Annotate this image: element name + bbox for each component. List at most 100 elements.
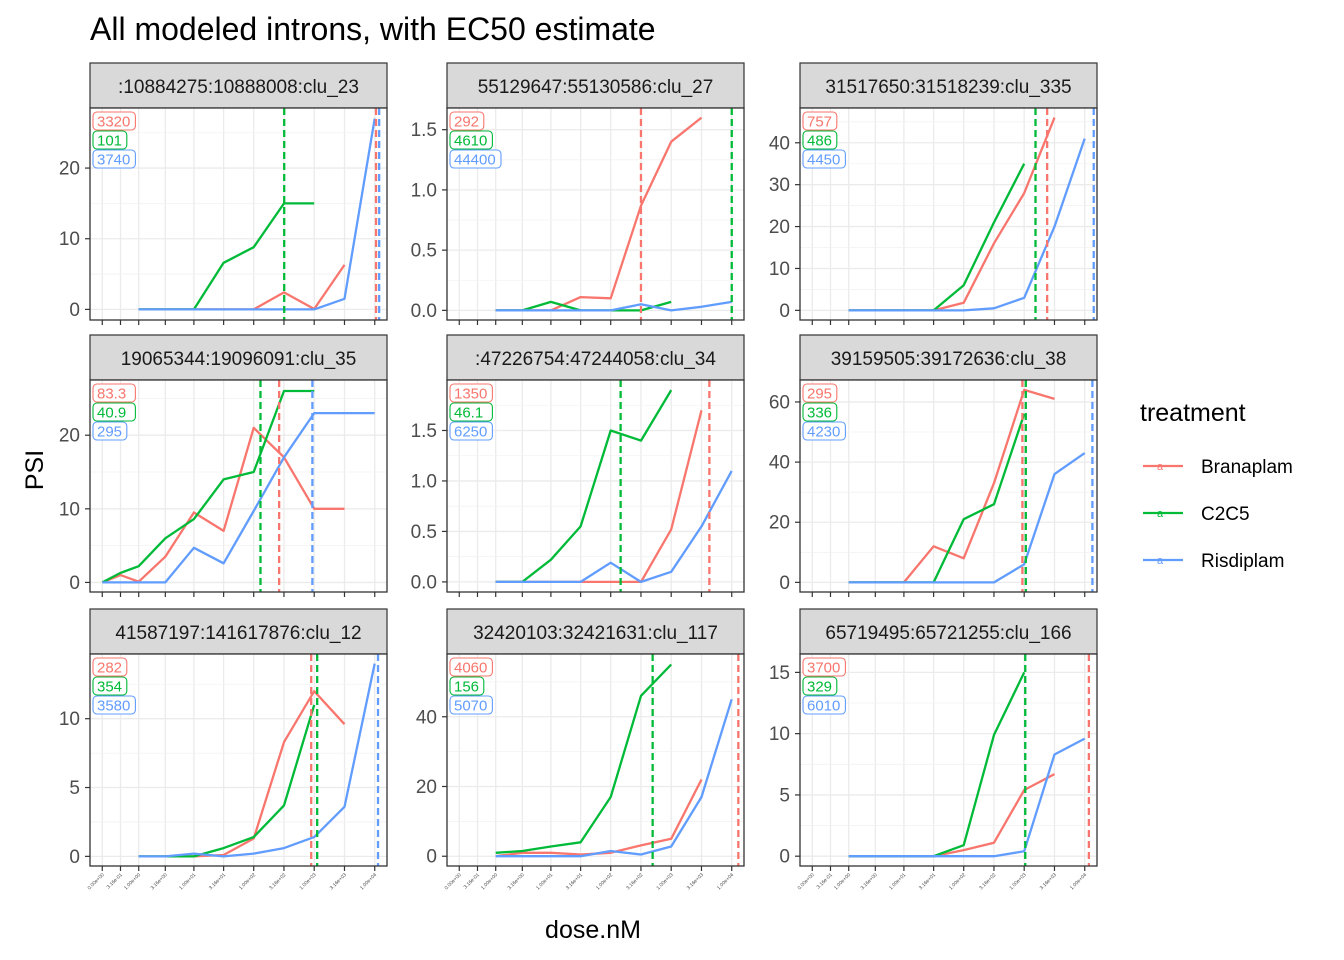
legend-key-glyph: a (1157, 508, 1164, 520)
series-group (495, 108, 733, 320)
plot-background (447, 108, 744, 320)
x-tick-label: 1.00e+01 (888, 872, 907, 891)
facet-strip-label: 32420103:32421631:clu_117 (473, 623, 718, 644)
y-tick-label: 40 (769, 453, 790, 474)
plot-background (90, 654, 387, 866)
x-tick-label: 1.00e+00 (833, 872, 852, 891)
x-tick-label: 3.16e+01 (918, 872, 937, 891)
panel-border (89, 379, 388, 593)
ec50-label-box (92, 695, 136, 715)
x-tick-label: 1.00e+04 (359, 872, 378, 891)
series-group (495, 380, 733, 592)
ec50-label-branaplam: 292 (454, 114, 479, 131)
ec50-label-c2c5: 46.1 (454, 405, 483, 422)
plot-background (90, 380, 387, 592)
legend-key-glyph: a (1157, 555, 1164, 567)
ec50-label-c2c5: 336 (807, 405, 832, 422)
ec50-label-box (802, 383, 838, 403)
ec50-label-branaplam: 295 (807, 386, 832, 403)
series-line-risdiplam (495, 300, 732, 312)
ec50-label-branaplam: 282 (97, 660, 122, 677)
ec50-label-risdiplam: 3740 (97, 152, 130, 169)
ec50-label-c2c5: 354 (97, 679, 122, 696)
facet-strip-label: 55129647:55130586:clu_27 (478, 77, 714, 98)
x-tick-label: 3.16e+01 (565, 872, 584, 891)
x-tick-label: 3.16e-01 (816, 872, 834, 890)
facet-panel: :47226754:47244058:clu_34 1350 46.1 6250 0.0… (411, 334, 745, 597)
ec50-label-box (449, 676, 485, 696)
y-tick-label: 0 (69, 573, 80, 594)
panel-border (799, 379, 1098, 593)
legend: treatment a Branaplam a C2C5 a Risdiplam (1140, 399, 1293, 572)
series-group (138, 654, 380, 866)
y-tick-label: 1.5 (411, 421, 437, 442)
panel-border (446, 107, 745, 321)
y-tick-label: 0 (779, 847, 790, 868)
x-tick-label: 1.00e+03 (299, 872, 318, 891)
ec50-label-box (449, 111, 485, 131)
ec50-label-box (802, 657, 846, 677)
x-tick-label: 3.16e+02 (268, 872, 287, 891)
y-tick-label: 10 (769, 724, 790, 745)
facet-panel: 39159505:39172636:clu_38 295 336 4230 0 20 40 6… (769, 334, 1098, 597)
y-tick-label: 10 (59, 499, 80, 520)
series-line-risdiplam (102, 411, 375, 584)
x-tick-label: 3.16e+00 (150, 872, 169, 891)
x-tick-label: 3.16e+02 (625, 872, 644, 891)
ec50-label-box (449, 695, 493, 715)
ec50-label-box (92, 383, 136, 403)
series-line-risdiplam (848, 452, 1086, 584)
y-tick-label: 5 (69, 778, 80, 799)
facet-panel: 65719495:65721255:clu_166 3700 329 6010 0 5 10… (769, 608, 1098, 891)
ec50-label-risdiplam: 295 (97, 424, 122, 441)
ec50-label-box (92, 657, 128, 677)
series-group (495, 654, 740, 866)
facet-strip (446, 608, 745, 655)
ec50-label-box (802, 676, 838, 696)
x-tick-label: 1.00e+00 (123, 872, 142, 891)
ec50-label-box (92, 676, 128, 696)
x-tick-label: 1.00e+02 (595, 872, 614, 891)
ec50-label-box (449, 383, 493, 403)
x-tick-label: 3.16e+00 (860, 872, 879, 891)
panel-border (89, 653, 388, 867)
series-line-c2c5 (495, 663, 673, 854)
gridlines (800, 654, 1097, 866)
x-tick-label: 3.16e-01 (106, 872, 124, 890)
facet-panel: 19065344:19096091:clu_35 83.3 40.9 295 0 10 20 (59, 334, 388, 597)
legend-label-c2c5: C2C5 (1201, 504, 1250, 525)
series-line-risdiplam (138, 663, 376, 858)
plot-background (800, 108, 1097, 320)
ec50-label-box (92, 111, 136, 131)
x-tick-label: 3.16e-01 (463, 872, 481, 890)
panel-border (89, 107, 388, 321)
ec50-label-c2c5: 4610 (454, 133, 487, 150)
ec50-label-box (449, 149, 502, 169)
y-tick-label: 0 (779, 301, 790, 322)
ec50-label-box (802, 695, 846, 715)
y-tick-label: 60 (769, 392, 790, 413)
series-group (848, 108, 1095, 320)
facet-strip (799, 62, 1098, 109)
y-tick-label: 10 (59, 229, 80, 250)
facet-panel: 41587197:141617876:clu_12 282 354 3580 0 5 10 0… (59, 608, 388, 891)
ec50-label-box (802, 111, 838, 131)
ec50-label-branaplam: 83.3 (97, 386, 126, 403)
ec50-label-box (92, 402, 136, 422)
ec50-label-risdiplam: 4230 (807, 424, 840, 441)
series-line-c2c5 (101, 389, 315, 584)
ec50-label-box (449, 657, 493, 677)
ec50-label-c2c5: 156 (454, 679, 479, 696)
ec50-label-risdiplam: 44400 (454, 152, 496, 169)
y-tick-label: 0.0 (411, 572, 437, 593)
y-tick-label: 0.5 (411, 241, 437, 262)
facet-strip-label: 65719495:65721255:clu_166 (825, 623, 1071, 644)
x-tick-label: 3.16e+03 (329, 872, 348, 891)
plot-background (90, 108, 387, 320)
ec50-label-risdiplam: 6250 (454, 424, 487, 441)
plot-background (447, 654, 744, 866)
x-tick-label: 0.00e+00 (87, 872, 106, 891)
series-group (848, 654, 1091, 866)
y-tick-label: 0 (779, 573, 790, 594)
